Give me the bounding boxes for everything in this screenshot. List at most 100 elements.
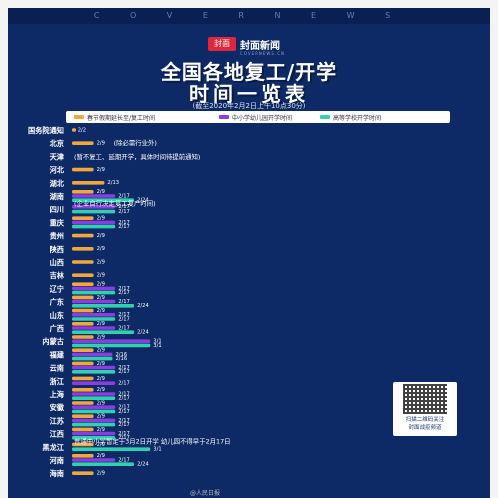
page-title-line1: 全国各地复工/开学 (160, 60, 338, 84)
row-label: 山西 (50, 258, 64, 267)
row-label: 辽宁 (50, 284, 64, 293)
data-label: 2/17 (118, 431, 130, 437)
row-label: 海南 (50, 469, 64, 478)
bar-holiday (72, 181, 105, 185)
row-label: 天津 (50, 152, 65, 161)
data-label: 2/9 (97, 216, 105, 222)
bar-school (72, 405, 116, 409)
data-label: 2/17 (118, 209, 130, 215)
bar-school (72, 299, 116, 304)
data-label: 2/9 (97, 414, 105, 420)
data-label: 2/17 (118, 396, 130, 402)
bar-holiday (72, 260, 94, 264)
data-label: 2/17 (118, 316, 130, 322)
row-label: 山东 (50, 311, 64, 320)
data-label: 2/24 (137, 330, 149, 336)
brand-logo: 封面 封面新闻 (208, 36, 280, 52)
qr-caption: 扫描二维码关注 封面战疫频道 (393, 416, 457, 432)
bar-note: (除必需行业外) (114, 138, 157, 147)
qr-code-icon[interactable] (403, 384, 447, 414)
data-label: 2/17 (118, 325, 130, 331)
data-label: 2/9 (97, 442, 105, 448)
data-label: 2/9 (97, 334, 105, 340)
qr-panel: 扫描二维码关注 封面战疫频道 (393, 382, 457, 436)
data-label: 2/17 (118, 369, 130, 375)
bar-school (72, 431, 116, 436)
bar-holiday (72, 190, 94, 194)
bar-school (72, 458, 116, 462)
bar-holiday (72, 233, 94, 238)
data-label: 2/16 (116, 352, 128, 358)
data-label: 2/9 (97, 400, 105, 406)
bar-holiday (72, 427, 94, 432)
data-label: 2/17 (118, 204, 130, 210)
legend-swatch-school (219, 115, 230, 119)
chart-legend: 春节假期延长至/复工时间 中小学幼儿园开学时间 高等学校开学时间 (66, 111, 450, 123)
row-label: 黑龙江 (42, 443, 64, 452)
cutoff-time: (截至2020年2月2日上午10点30分) (192, 102, 306, 110)
bar-university (72, 422, 116, 427)
row-label: 湖南 (50, 192, 64, 201)
bar-school (72, 194, 116, 198)
data-label: 2/17 (118, 224, 130, 230)
data-label: 2/17 (118, 435, 130, 441)
bar-holiday (72, 442, 94, 447)
bar-school (72, 418, 116, 423)
bar-holiday (72, 348, 94, 352)
legend-item-university: 高等学校开学时间 (320, 113, 381, 122)
legend-label-university: 高等学校开学时间 (333, 114, 382, 122)
row-label: 福建 (49, 350, 65, 359)
bar-school (72, 286, 116, 291)
row-label: 陕西 (50, 245, 64, 254)
row-label: 重庆 (50, 218, 65, 227)
data-label: 3/1 (153, 339, 161, 345)
row-label: 吉林 (50, 271, 65, 280)
row-label: 安徽 (50, 403, 65, 412)
data-label: 2/24 (137, 462, 149, 468)
row-label: 江苏 (50, 416, 65, 425)
data-label: 2/17 (118, 422, 130, 428)
bar-holiday (72, 361, 94, 366)
data-label: 2/9 (97, 361, 105, 367)
bar-holiday (72, 335, 94, 339)
bar-holiday (72, 308, 94, 313)
bar-holiday (72, 322, 94, 326)
bar-university (72, 198, 135, 202)
bar-university (72, 290, 116, 295)
bar-school (72, 339, 151, 343)
bar-holiday (72, 376, 94, 381)
bar-holiday (72, 128, 76, 132)
data-label: 2/9 (97, 453, 105, 459)
bar-university (72, 343, 151, 348)
data-label: 2/17 (118, 381, 130, 387)
data-label: 2/9 (97, 427, 105, 433)
bar-holiday (72, 167, 94, 172)
legend-label-holiday: 春节假期延长至/复工时间 (87, 114, 156, 122)
row-label: 河南 (50, 456, 64, 465)
bar-university (72, 409, 116, 414)
bar-holiday (72, 454, 94, 458)
row-label: 广西 (50, 324, 64, 333)
data-label: 2/9 (97, 376, 105, 382)
row-note: (企业自行决定复工复产时间) (74, 199, 156, 208)
schedule-bar-chart: 国务院通知 2/2 北京 2/9 (除必需行业外) 天津 (暂不复工、延期开学，具体时间待提… (28, 126, 231, 478)
bar-holiday (72, 414, 94, 418)
row-label: 内蒙古 (42, 337, 64, 346)
data-label: 2/17 (118, 391, 130, 397)
data-label: 2/2 (78, 127, 86, 133)
legend-item-school: 中小学幼儿园开学时间 (219, 113, 292, 122)
bar-school (72, 313, 116, 317)
bar-university (72, 224, 116, 229)
data-label: 2/9 (97, 273, 105, 279)
bar-holiday (72, 282, 94, 286)
data-label: 2/17 (118, 220, 130, 226)
data-label: 3/1 (153, 447, 161, 453)
data-label: 2/9 (97, 233, 105, 239)
data-label: 2/9 (97, 259, 105, 265)
data-label: 2/17 (118, 193, 130, 199)
data-label: 2/17 (118, 405, 130, 411)
data-label: 2/9 (97, 189, 105, 195)
bar-school (72, 392, 116, 396)
data-label: 2/17 (118, 286, 130, 292)
